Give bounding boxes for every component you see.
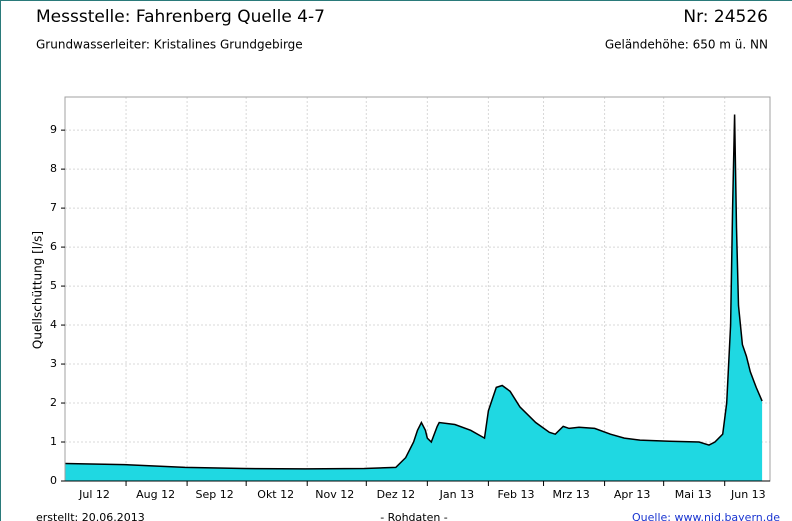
- x-tick-label: Nov 12: [315, 488, 354, 501]
- x-tick-label: Jul 12: [78, 488, 110, 501]
- y-tick-label: 8: [50, 162, 57, 175]
- x-tick-label: Mrz 13: [552, 488, 589, 501]
- x-tick-label: Feb 13: [497, 488, 534, 501]
- y-tick-label: 1: [50, 435, 57, 448]
- y-tick-label: 3: [50, 357, 57, 370]
- created: erstellt: 20.06.2013: [36, 511, 145, 521]
- x-tick-label: Sep 12: [196, 488, 234, 501]
- title: Messstelle: Fahrenberg Quelle 4-7: [36, 7, 325, 27]
- area: [65, 114, 763, 481]
- aquifer: Grundwasserleiter: Kristalines Grundgebi…: [36, 38, 303, 52]
- source: Quelle: www.nid.bayern.de: [632, 511, 780, 521]
- y-tick-label: 6: [50, 240, 57, 253]
- line: [64, 114, 763, 470]
- note: - Rohdaten -: [380, 511, 448, 521]
- plot-area: [65, 97, 770, 481]
- station-number: Nr: 24526: [683, 7, 768, 27]
- y-tick-label: 7: [50, 201, 57, 214]
- y-tick-label: 9: [50, 123, 57, 136]
- x-tick-label: Jun 13: [730, 488, 766, 501]
- x-tick-label: Okt 12: [257, 488, 294, 501]
- y-axis-label: Quellschüttung [l/s]: [31, 231, 45, 349]
- x-tick-label: Jan 13: [439, 488, 474, 501]
- x-tick-label: Mai 13: [675, 488, 712, 501]
- y-tick-label: 0: [50, 474, 57, 487]
- x-tick-label: Dez 12: [377, 488, 416, 501]
- y-tick-label: 2: [50, 396, 57, 409]
- elevation: Geländehöhe: 650 m ü. NN: [605, 38, 768, 52]
- x-tick-label: Apr 13: [614, 488, 651, 501]
- x-tick-label: Aug 12: [136, 488, 175, 501]
- y-tick-label: 4: [50, 318, 57, 331]
- y-tick-label: 5: [50, 279, 57, 292]
